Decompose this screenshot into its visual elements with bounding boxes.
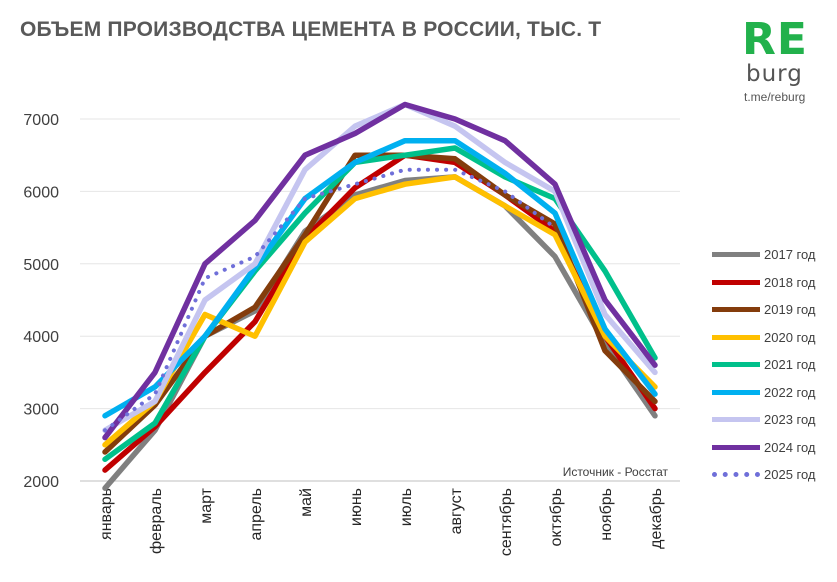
legend-label: 2021 год: [764, 357, 816, 373]
x-tick-label: июль: [398, 488, 415, 526]
legend-swatch: [712, 417, 760, 423]
legend-item: 2025 год: [712, 461, 816, 489]
legend-swatch: [712, 307, 760, 313]
legend-item: 2017 год: [712, 241, 816, 269]
legend-swatch: [712, 362, 760, 368]
legend-item: 2021 год: [712, 351, 816, 379]
y-tick-label: 6000: [23, 184, 59, 201]
legend-swatch: [712, 252, 760, 258]
legend-label: 2022 год: [764, 384, 816, 400]
logo-re-text: RE: [742, 14, 808, 65]
series-line-2024-год: [102, 101, 658, 441]
telegram-link[interactable]: t.me/reburg: [744, 90, 806, 104]
legend-item: 2019 год: [712, 296, 816, 324]
x-tick-label: ноябрь: [598, 488, 615, 541]
series-line-2023-год: [102, 101, 658, 434]
x-tick-label: апрель: [248, 488, 265, 541]
legend-item: 2020 год: [712, 324, 816, 352]
x-tick-label: январь: [98, 488, 115, 540]
chart-title: ОБЪЕМ ПРОИЗВОДСТВА ЦЕМЕНТА В РОССИИ, ТЫС…: [20, 18, 602, 41]
series-line-2025-год: [103, 167, 557, 433]
x-tick-label: февраль: [148, 488, 165, 554]
series-line-2018-год: [102, 152, 658, 473]
legend-swatch: [712, 389, 760, 395]
series-lines: [102, 101, 658, 491]
x-axis-ticks: январь февраль март апрель май июнь июль август…: [98, 487, 665, 556]
y-tick-label: 5000: [23, 257, 59, 274]
legend-label: 2023 год: [764, 412, 816, 428]
x-tick-label: август: [448, 487, 465, 534]
y-tick-label: 2000: [23, 474, 59, 491]
y-tick-label: 7000: [23, 112, 59, 129]
legend-swatch: [712, 444, 760, 450]
legend-item: 2018 год: [712, 269, 816, 297]
legend: 2017 год 2018 год 2019 год 2020 год 2021 год…: [712, 241, 816, 489]
y-tick-label: 3000: [23, 402, 59, 419]
y-tick-label: 4000: [23, 329, 59, 346]
legend-item: 2024 год: [712, 434, 816, 462]
legend-label: 2018 год: [764, 274, 816, 290]
series-line-2022-год: [102, 137, 658, 419]
legend-label: 2019 год: [764, 302, 816, 318]
legend-label: 2017 год: [764, 247, 816, 263]
series-line-2020-год: [102, 174, 658, 448]
x-tick-label: декабрь: [648, 488, 665, 549]
x-tick-label: март: [198, 487, 215, 523]
legend-label: 2020 год: [764, 329, 816, 345]
source-note: Источник - Росстат: [563, 465, 669, 479]
y-axis-ticks: 2000 3000 4000 5000 6000 7000: [23, 112, 59, 491]
logo-burg-text: burg: [746, 61, 803, 87]
legend-swatch: [712, 279, 760, 285]
x-tick-label: сентябрь: [498, 488, 515, 556]
legend-item: 2022 год: [712, 379, 816, 407]
legend-swatch: [712, 334, 760, 340]
legend-swatch: [712, 472, 760, 478]
x-tick-label: июнь: [348, 488, 365, 526]
legend-item: 2023 год: [712, 406, 816, 434]
x-tick-label: октябрь: [548, 488, 565, 546]
legend-label: 2025 год: [764, 467, 816, 483]
legend-label: 2024 год: [764, 439, 816, 455]
reburg-logo: RE burg t.me/reburg: [742, 14, 822, 105]
x-tick-label: май: [298, 488, 315, 517]
